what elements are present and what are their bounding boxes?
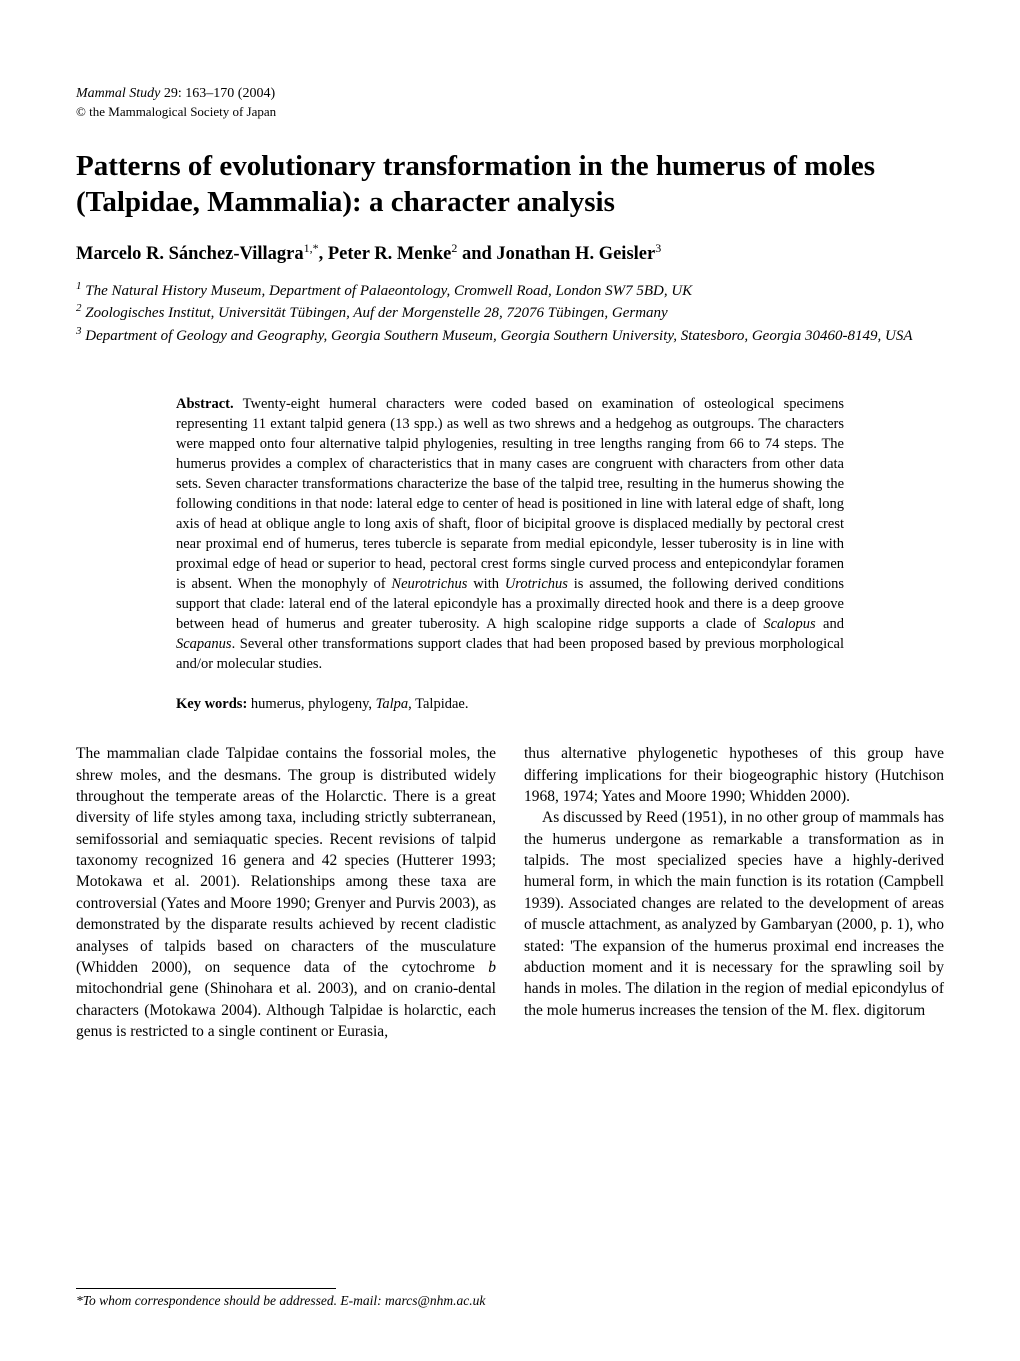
body-text: The mammalian clade Talpidae contains th… <box>76 743 944 1042</box>
affiliation-2: 2 Zoologisches Institut, Universität Tüb… <box>76 301 944 324</box>
journal-header: Mammal Study 29: 163–170 (2004) <box>76 86 944 102</box>
footer-rule <box>76 1288 336 1289</box>
footer-block: *To whom correspondence should be addres… <box>76 1288 485 1309</box>
authors-line: Marcelo R. Sánchez-Villagra1,*, Peter R.… <box>76 241 944 265</box>
keywords-text: Key words: humerus, phylogeny, Talpa, Ta… <box>176 696 844 713</box>
body-column-left: The mammalian clade Talpidae contains th… <box>76 743 496 1042</box>
affiliation-3: 3 Department of Geology and Geography, G… <box>76 324 944 347</box>
abstract-text: Abstract. Twenty-eight humeral character… <box>176 394 844 674</box>
article-title: Patterns of evolutionary transformation … <box>76 148 944 221</box>
body-column-right: thus alternative phylogenetic hypotheses… <box>524 743 944 1042</box>
journal-name: Mammal Study <box>76 86 160 101</box>
body-para-2: thus alternative phylogenetic hypotheses… <box>524 743 944 807</box>
abstract-block: Abstract. Twenty-eight humeral character… <box>176 394 844 674</box>
keywords-block: Key words: humerus, phylogeny, Talpa, Ta… <box>176 696 844 713</box>
journal-citation: 29: 163–170 (2004) <box>160 86 275 101</box>
copyright-line: © the Mammalogical Society of Japan <box>76 104 944 120</box>
body-para-3: As discussed by Reed (1951), in no other… <box>524 807 944 1021</box>
correspondence-note: *To whom correspondence should be addres… <box>76 1293 485 1308</box>
affiliation-1: 1 The Natural History Museum, Department… <box>76 279 944 302</box>
body-para-1: The mammalian clade Talpidae contains th… <box>76 743 496 1042</box>
affiliations-block: 1 The Natural History Museum, Department… <box>76 279 944 347</box>
